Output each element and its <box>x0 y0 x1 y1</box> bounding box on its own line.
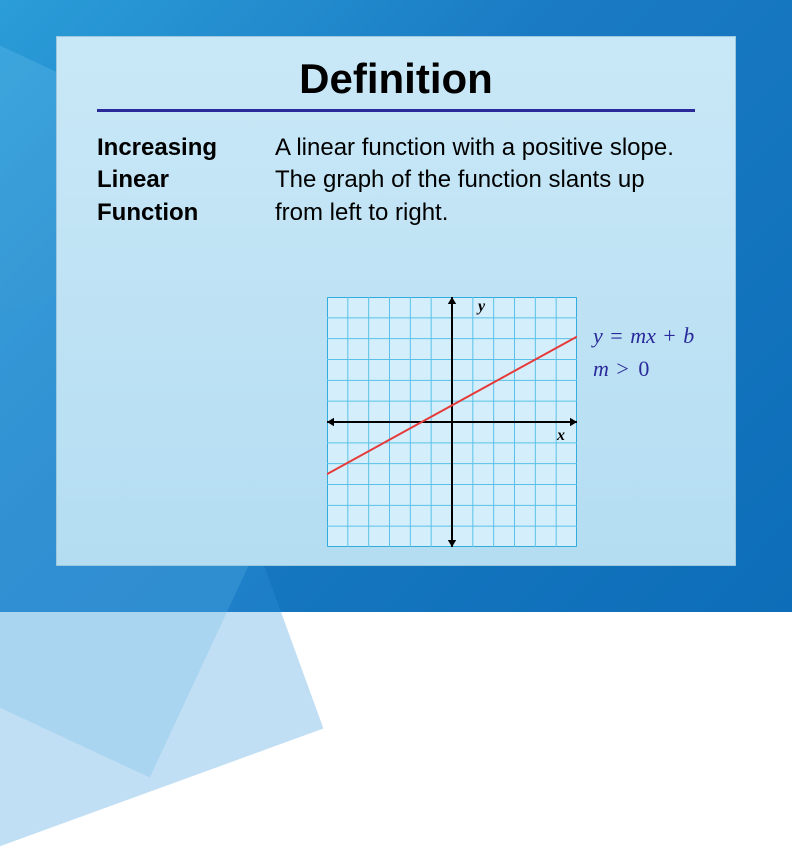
eq-b: b <box>683 323 694 348</box>
content-row: Increasing Linear Function A linear func… <box>97 132 695 229</box>
svg-text:x: x <box>556 427 565 444</box>
term-line-1: Increasing <box>97 132 247 164</box>
linear-graph: yx <box>327 297 577 547</box>
eq-equals: = <box>608 323 624 348</box>
definition-text: A linear function with a positive slope.… <box>275 132 695 229</box>
eq-zero: 0 <box>636 356 651 381</box>
eq-gt: > <box>614 356 630 381</box>
equation-line-2: m > 0 <box>593 352 694 385</box>
definition-card: Definition Increasing Linear Function A … <box>56 36 736 566</box>
equations: y = mx + b m > 0 <box>593 319 694 385</box>
title-rule <box>97 109 695 112</box>
eq-plus: + <box>661 323 677 348</box>
equation-line-1: y = mx + b <box>593 319 694 352</box>
svg-text:y: y <box>476 298 486 315</box>
graph-area: yx y = mx + b m > 0 <box>327 297 694 547</box>
eq-m: m <box>593 356 609 381</box>
term-line-3: Function <box>97 197 247 229</box>
eq-y: y <box>593 323 603 348</box>
card-title: Definition <box>97 55 695 103</box>
term-label: Increasing Linear Function <box>97 132 247 229</box>
eq-mx: mx <box>630 323 656 348</box>
term-line-2: Linear <box>97 164 247 196</box>
